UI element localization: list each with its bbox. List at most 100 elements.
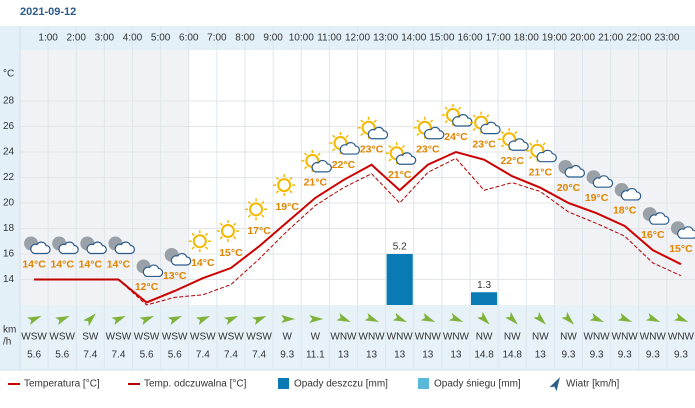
wind-speed: 7.4 [83, 350, 97, 361]
sun-ray [514, 130, 518, 135]
cloud [395, 152, 417, 165]
cloud [508, 138, 529, 151]
sun-ray [500, 130, 505, 135]
temperature-label: 12°C [135, 281, 159, 293]
cloud [86, 241, 107, 255]
temperature-label: 14°C [50, 258, 74, 270]
sun-ray [219, 222, 223, 226]
wind-direction: NW [560, 332, 577, 343]
sun-ray [472, 127, 476, 131]
weather-icon [301, 149, 332, 173]
wind-speed: 9.3 [561, 350, 575, 361]
wind-arrow [55, 315, 70, 325]
temperature-label: 19°C [585, 192, 609, 204]
weather-icon [329, 132, 361, 155]
wind-direction: NW [504, 332, 521, 343]
cloud [339, 142, 361, 155]
wind-arrow [83, 313, 96, 327]
wind-direction: WNW [359, 332, 386, 343]
wind-speed: 9.3 [590, 350, 604, 361]
wind-arrow [167, 315, 183, 325]
cloud [58, 241, 79, 255]
wind-direction: WNW [330, 332, 357, 343]
sun-ray [416, 132, 420, 137]
wind-speed: 11.1 [306, 350, 325, 361]
cloud [564, 165, 586, 178]
temperature-label: 15°C [219, 247, 243, 259]
wind-direction: NW [532, 332, 549, 343]
wind-direction: WSW [106, 332, 132, 343]
sun-ray [373, 119, 377, 123]
wind-direction: W [282, 332, 292, 343]
hour-label: 7:00 [207, 33, 227, 44]
hour-label: 17:00 [486, 33, 511, 44]
cloud [649, 212, 670, 225]
wind-direction: WNW [443, 332, 470, 343]
temperature-label: 21°C [529, 166, 553, 178]
wind-speed: 7.4 [196, 350, 210, 361]
wind-arrow [533, 311, 546, 325]
hour-label: 13:00 [373, 33, 398, 44]
sun-ray [233, 236, 237, 240]
wind-arrow [392, 313, 408, 323]
y-tick-label: 28 [3, 96, 15, 107]
sun [249, 202, 264, 217]
weather-icon [164, 247, 192, 266]
sun-ray [444, 120, 448, 124]
wind-speed: 7.4 [111, 350, 125, 361]
wind-arrow [617, 313, 633, 323]
wind-arrow [26, 315, 42, 325]
wind-direction: WSW [162, 332, 188, 343]
cloud [142, 264, 164, 278]
sun-ray [204, 246, 209, 250]
hour-label: 4:00 [123, 33, 143, 44]
wind-speed: 5.6 [140, 350, 154, 361]
y-tick-label: 16 [3, 249, 15, 260]
weather-icon [80, 236, 107, 255]
wind-arrow [251, 315, 267, 325]
cloud [30, 241, 51, 255]
sun-ray [204, 232, 209, 237]
hour-label: 5:00 [151, 33, 171, 44]
wind-direction: WNW [612, 332, 639, 343]
legend-wind-arrow [549, 377, 560, 392]
wind-direction: WSW [218, 332, 244, 343]
wind-arrow [281, 315, 296, 323]
sun-ray [360, 119, 364, 123]
wind-speed: 5.6 [55, 350, 69, 361]
cloud [480, 121, 501, 135]
wind-direction: WNW [668, 332, 695, 343]
hour-label: 16:00 [457, 33, 482, 44]
weather-icon [670, 221, 695, 239]
sun-ray [233, 222, 237, 226]
sun-ray [388, 144, 392, 149]
sun-ray [247, 201, 251, 205]
temperature-label: 20°C [557, 182, 581, 194]
y-tick-label: 20 [3, 198, 15, 209]
weather-icon [52, 236, 79, 255]
wind-speed: 9.3 [618, 350, 632, 361]
hour-label: 22:00 [626, 33, 651, 44]
hour-label: 18:00 [514, 33, 539, 44]
hour-label: 6:00 [179, 33, 199, 44]
precip-label: 5.2 [393, 242, 407, 253]
sun-ray [416, 119, 420, 123]
wind-arrow [645, 313, 661, 323]
wind-arrow [195, 315, 211, 325]
cloud [424, 126, 445, 140]
sun-ray [289, 190, 293, 194]
wind-speed: 9.3 [646, 350, 660, 361]
sun-ray [360, 132, 364, 137]
wind-speed: 14.8 [502, 350, 522, 361]
weather-icon [245, 198, 268, 221]
cloud [592, 175, 614, 188]
sun-ray [304, 166, 308, 170]
hour-label: 21:00 [598, 33, 623, 44]
sun-ray [542, 142, 546, 146]
temperature-label: 13°C [163, 270, 187, 282]
wind-speed: 13 [535, 350, 547, 361]
weather-icon [108, 236, 136, 255]
wind-arrow [111, 315, 126, 325]
hour-label: 2:00 [67, 33, 87, 44]
